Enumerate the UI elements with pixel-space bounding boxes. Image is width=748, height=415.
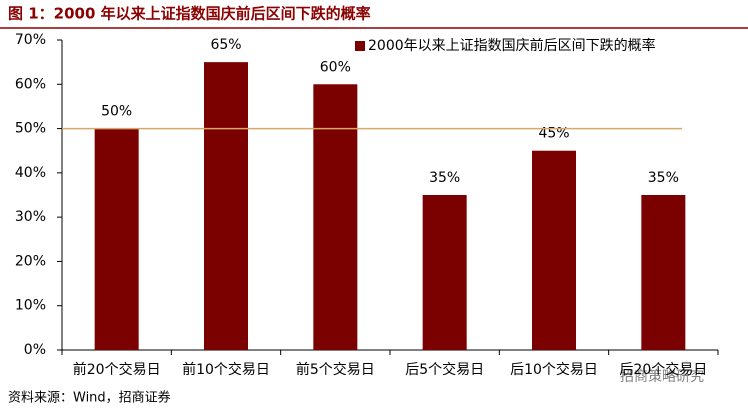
y-tick-label: 30% [15, 209, 46, 225]
y-tick-label: 70% [15, 32, 46, 48]
y-tick-label: 0% [24, 342, 46, 358]
x-tick-label: 前20个交易日 [73, 361, 161, 378]
y-tick-label: 20% [15, 253, 46, 269]
value-label: 50% [101, 104, 132, 120]
value-label: 35% [648, 170, 679, 186]
x-tick-label: 前10个交易日 [182, 361, 270, 378]
value-label: 65% [210, 37, 241, 53]
value-label: 45% [538, 126, 569, 142]
bar [532, 150, 576, 350]
bar [422, 195, 467, 350]
y-tick-label: 10% [15, 298, 46, 314]
y-tick-label: 40% [15, 165, 46, 181]
bar [94, 128, 139, 350]
x-tick-label: 后20个交易日 [619, 361, 707, 378]
bar [313, 84, 358, 351]
legend-label: 2000年以来上证指数国庆前后区间下跌的概率 [368, 37, 656, 54]
x-tick-label: 前5个交易日 [296, 361, 375, 378]
source: 资料来源：Wind，招商证券 [8, 390, 171, 406]
x-tick-label: 后10个交易日 [510, 361, 598, 378]
bar [204, 62, 248, 351]
legend-swatch [355, 41, 365, 51]
value-label: 35% [429, 170, 460, 186]
y-tick-label: 60% [15, 76, 46, 92]
x-tick-label: 后5个交易日 [405, 361, 484, 378]
value-label: 60% [320, 59, 351, 75]
y-tick-label: 50% [15, 121, 46, 137]
bar [641, 195, 686, 350]
chart-title: 图 1：2000 年以来上证指数国庆前后区间下跌的概率 [8, 5, 371, 23]
watermark: 招商策略研究 [620, 368, 704, 385]
